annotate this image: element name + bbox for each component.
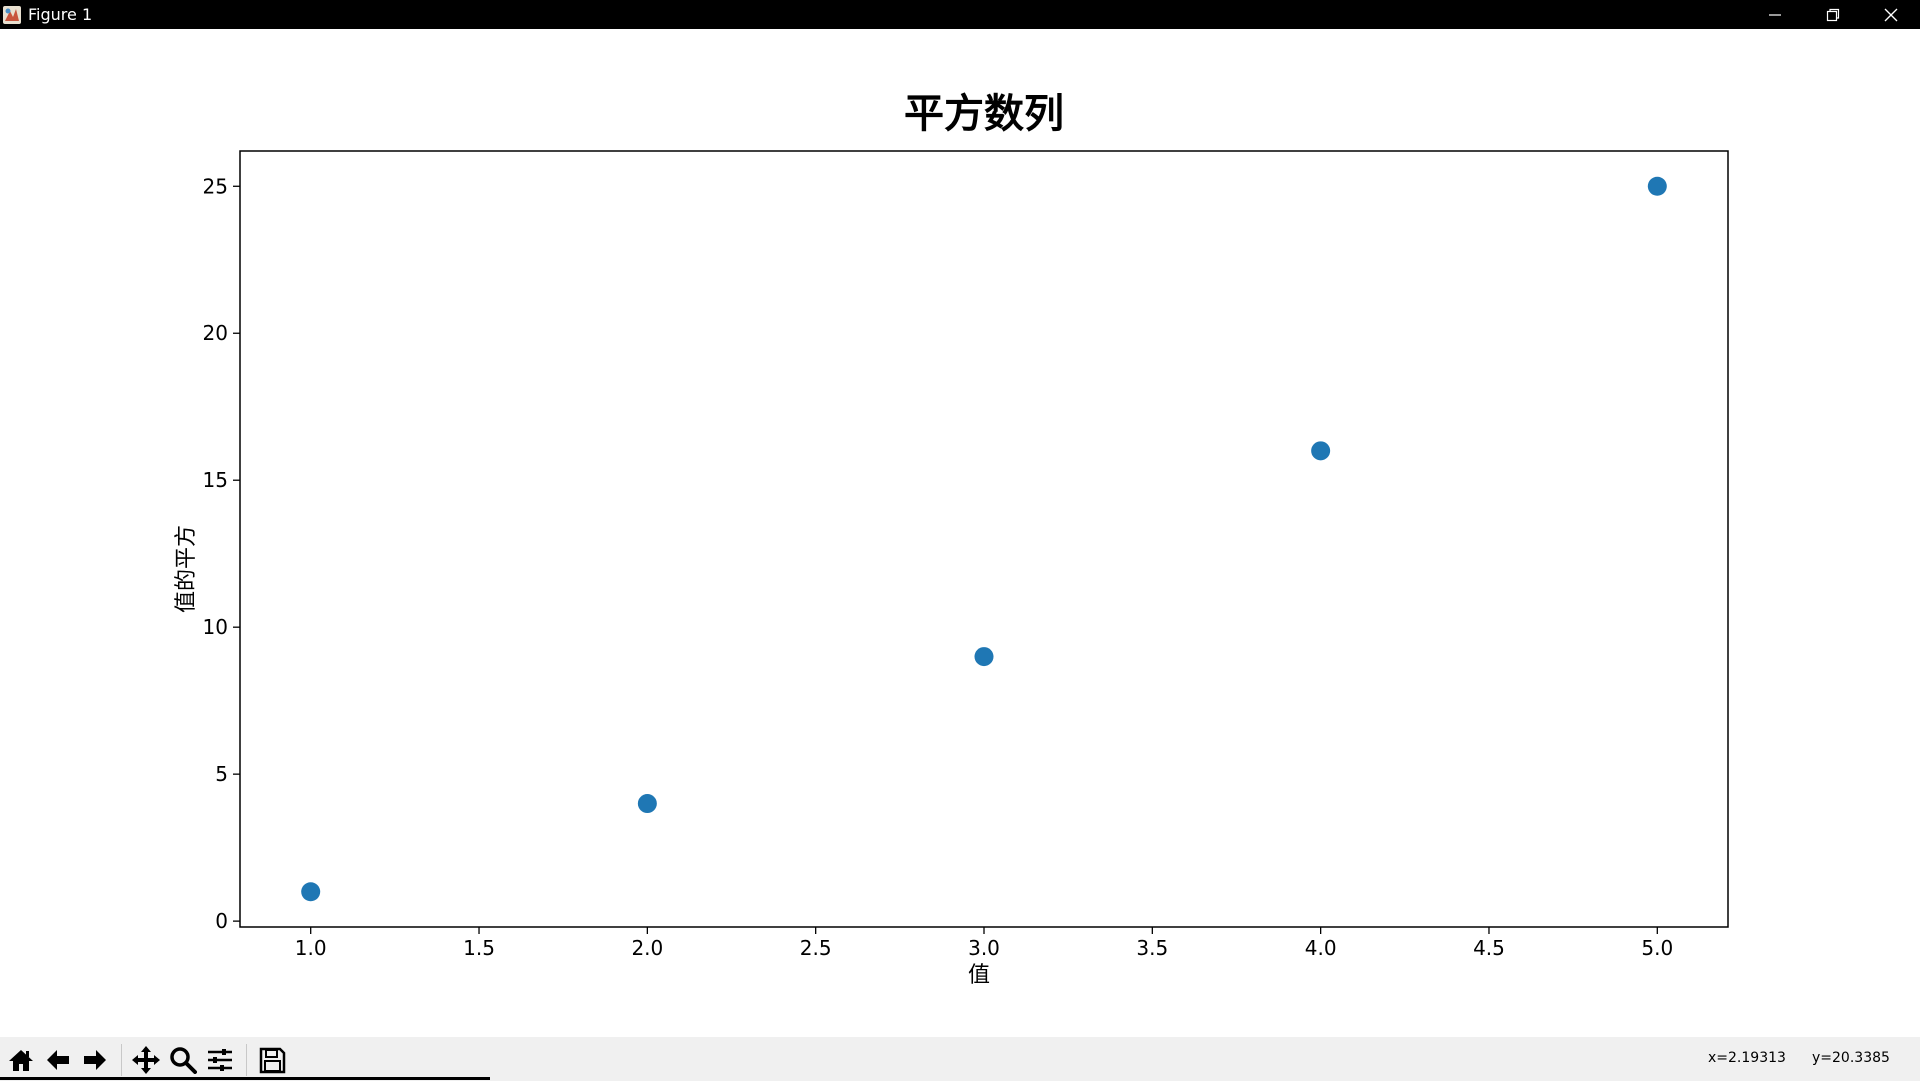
x-tick-label: 4.5 — [1473, 936, 1505, 960]
x-tick-label: 4.0 — [1305, 936, 1337, 960]
x-tick-label: 3.0 — [968, 936, 1000, 960]
data-point — [301, 882, 321, 902]
y-tick-label: 25 — [203, 174, 228, 198]
figure-canvas[interactable]: 平方数列 1.0 1.5 2.0 2.5 3.0 3.5 4.0 4.5 5.0 0 5 10 15 20… — [0, 29, 1920, 1037]
minimize-button[interactable] — [1746, 0, 1804, 29]
y-tick-label: 10 — [203, 615, 228, 639]
data-point — [974, 647, 994, 667]
close-icon — [1884, 8, 1898, 21]
y-tick-label: 5 — [215, 762, 228, 786]
data-point — [1647, 176, 1667, 196]
axes: 1.0 1.5 2.0 2.5 3.0 3.5 4.0 4.5 5.0 0 5 10 15 20 25 — [203, 150, 1729, 960]
app-icon — [2, 5, 22, 25]
back-icon — [47, 1050, 69, 1070]
pan-icon — [132, 1046, 160, 1074]
x-tick-label: 2.0 — [631, 936, 663, 960]
navigation-toolbar — [0, 1037, 1920, 1081]
chart-title: 平方数列 — [904, 91, 1064, 137]
window-titlebar: Figure 1 — [0, 0, 1920, 29]
restore-button[interactable] — [1804, 0, 1862, 29]
x-axis-label: 值 — [968, 963, 990, 988]
restore-icon — [1826, 8, 1840, 21]
toolbar-separator — [121, 1044, 122, 1076]
x-tick-label: 5.0 — [1641, 936, 1673, 960]
pan-button[interactable] — [129, 1043, 163, 1077]
back-button[interactable] — [41, 1043, 75, 1077]
window-controls — [1746, 0, 1920, 29]
zoom-icon — [170, 1047, 197, 1074]
window-title: Figure 1 — [28, 5, 93, 24]
y-tick-label: 15 — [203, 468, 228, 492]
home-button[interactable] — [4, 1043, 38, 1077]
cursor-y-readout: y=20.3385 — [1812, 1050, 1890, 1066]
y-tick-label: 20 — [203, 321, 228, 345]
toolbar-separator — [246, 1044, 247, 1076]
cursor-x-readout: x=2.19313 — [1708, 1050, 1786, 1066]
x-tick-label: 3.5 — [1136, 936, 1168, 960]
x-tick-label: 1.0 — [295, 936, 327, 960]
minimize-icon — [1769, 13, 1781, 16]
forward-button[interactable] — [78, 1043, 112, 1077]
forward-icon — [84, 1050, 106, 1070]
scatter-chart: 平方数列 1.0 1.5 2.0 2.5 3.0 3.5 4.0 4.5 5.0 0 5 10 15 20… — [174, 91, 1729, 988]
home-icon — [9, 1050, 33, 1071]
save-icon — [259, 1047, 286, 1074]
plot-frame — [239, 150, 1729, 928]
data-point — [1311, 441, 1331, 461]
x-tick-label: 2.5 — [800, 936, 832, 960]
x-tick-label: 1.5 — [463, 936, 495, 960]
zoom-button[interactable] — [166, 1043, 200, 1077]
save-button[interactable] — [255, 1043, 289, 1077]
y-axis-label: 值的平方 — [174, 525, 199, 613]
y-tick-label: 0 — [215, 909, 228, 933]
close-button[interactable] — [1862, 0, 1920, 29]
configure-icon — [208, 1049, 232, 1071]
status-edge — [0, 1077, 490, 1080]
data-point — [637, 794, 657, 814]
configure-subplots-button[interactable] — [203, 1043, 237, 1077]
